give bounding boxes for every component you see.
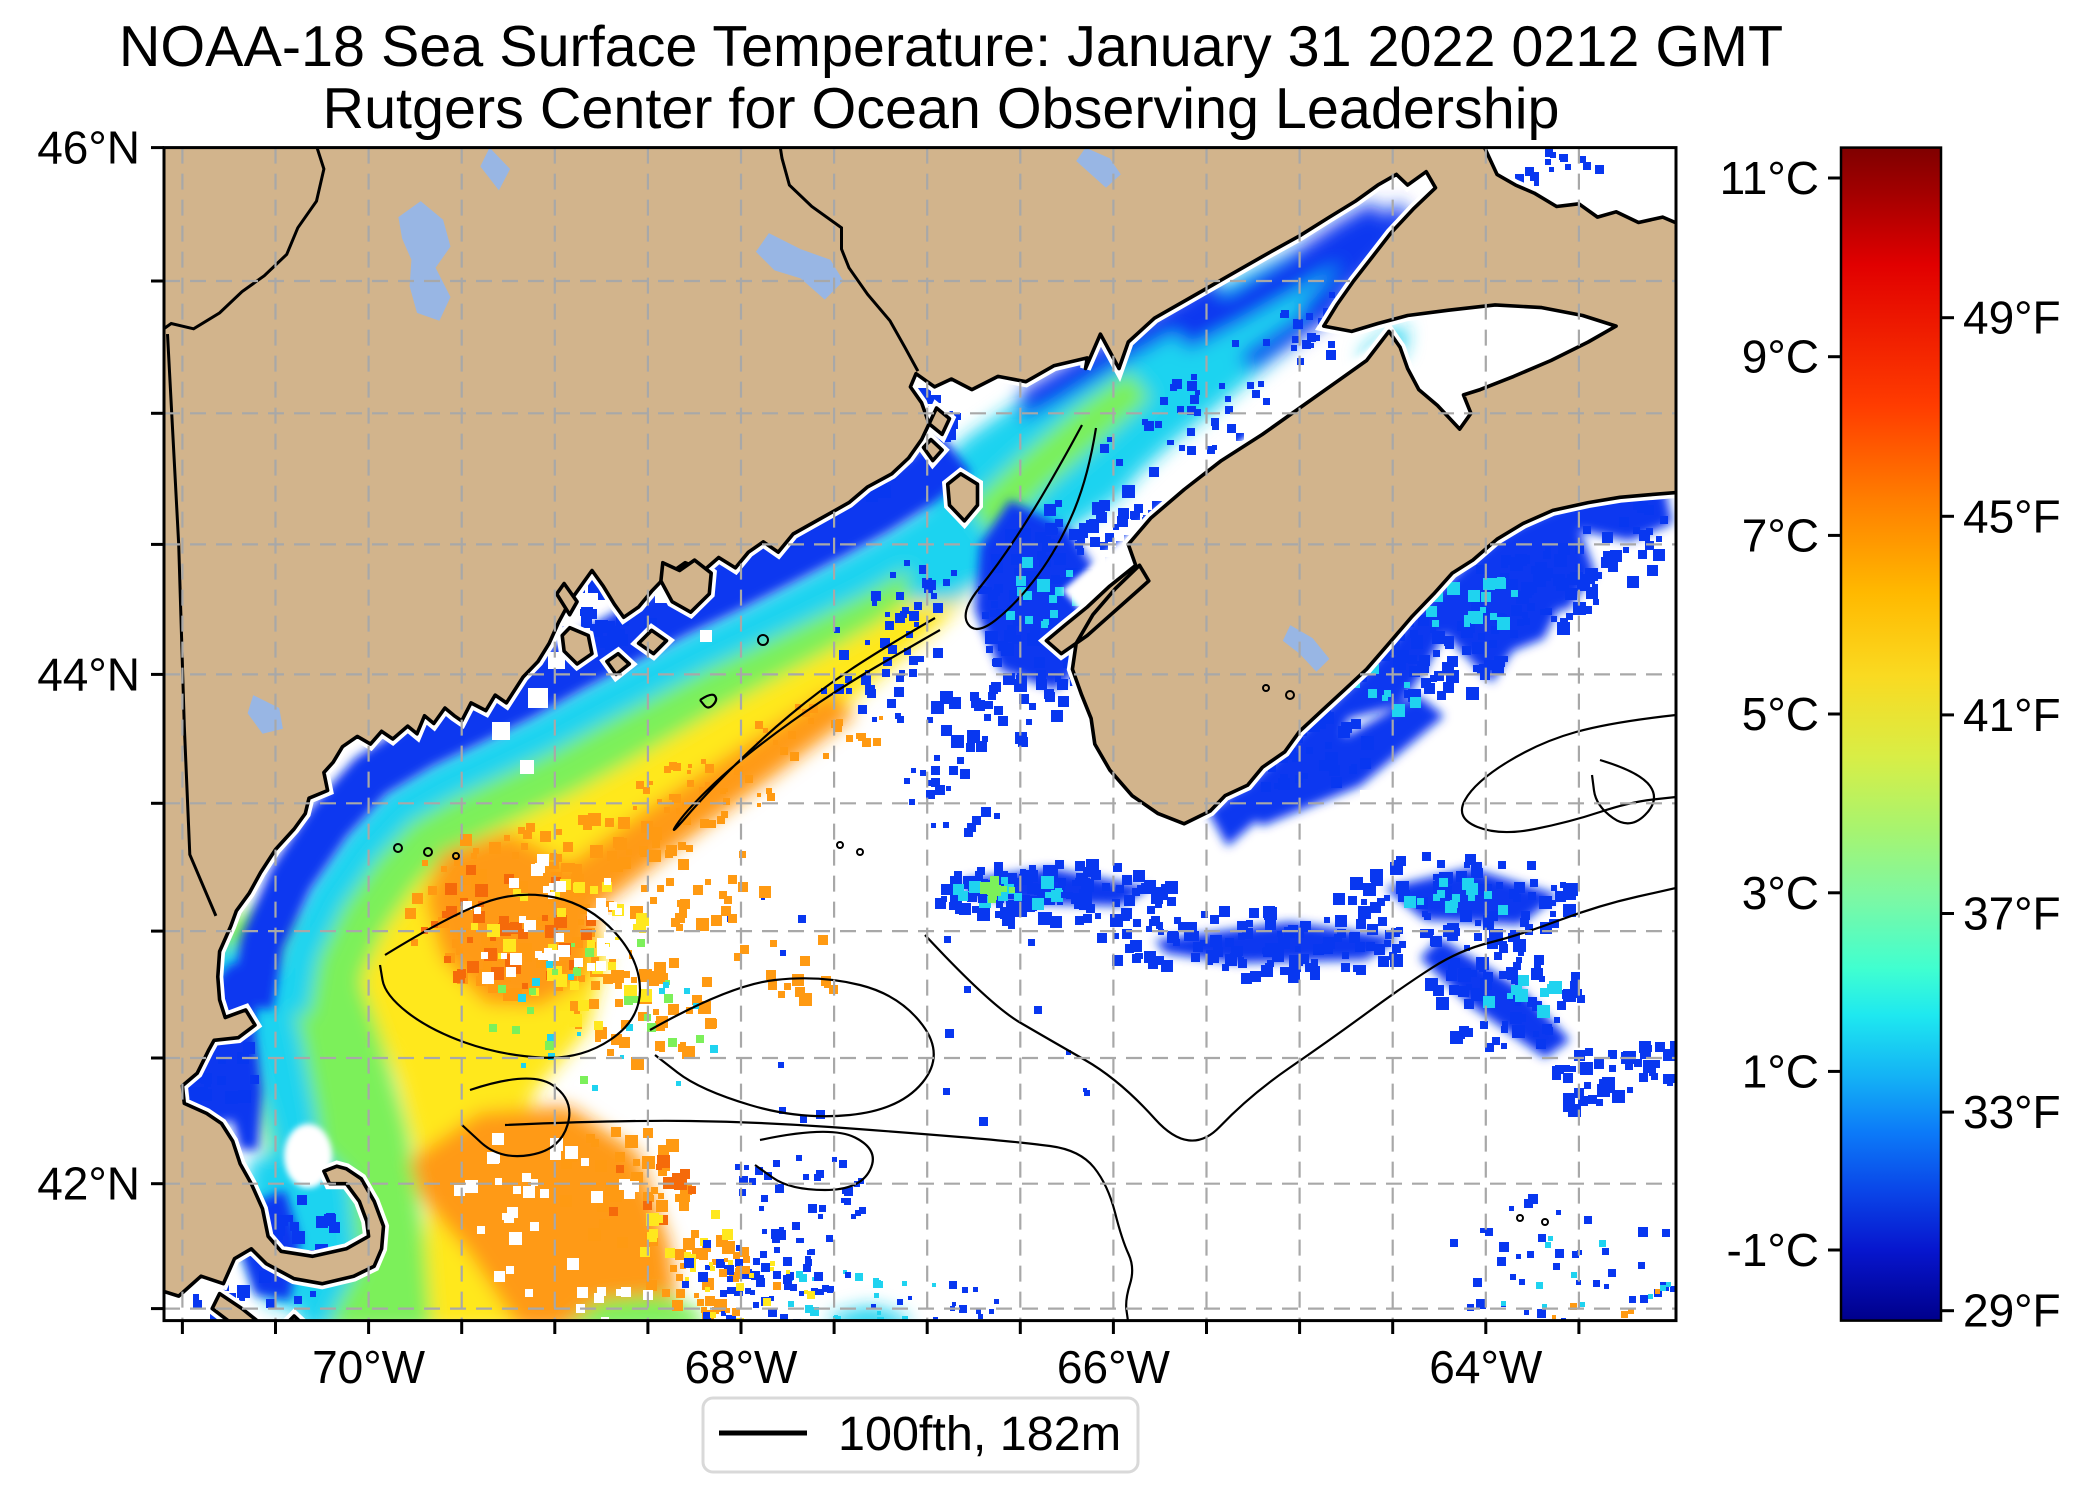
- svg-text:66°W: 66°W: [1057, 1341, 1171, 1393]
- svg-text:11°C: 11°C: [1720, 152, 1819, 204]
- svg-text:1°C: 1°C: [1742, 1045, 1819, 1097]
- svg-text:70°W: 70°W: [312, 1341, 426, 1393]
- svg-text:5°C: 5°C: [1742, 688, 1819, 740]
- svg-text:Rutgers Center for Ocean Obser: Rutgers Center for Ocean Observing Leade…: [323, 77, 1560, 141]
- svg-text:41°F: 41°F: [1963, 689, 2061, 741]
- svg-text:64°W: 64°W: [1429, 1341, 1543, 1393]
- svg-text:3°C: 3°C: [1742, 867, 1819, 919]
- svg-text:NOAA-18 Sea Surface Temperatur: NOAA-18 Sea Surface Temperature: January…: [119, 15, 1783, 79]
- svg-text:44°N: 44°N: [37, 648, 140, 700]
- svg-text:49°F: 49°F: [1963, 292, 2061, 344]
- svg-text:9°C: 9°C: [1742, 331, 1819, 383]
- svg-text:46°N: 46°N: [37, 122, 140, 174]
- svg-text:7°C: 7°C: [1742, 509, 1819, 561]
- svg-text:68°W: 68°W: [685, 1341, 799, 1393]
- svg-text:29°F: 29°F: [1963, 1285, 2061, 1337]
- svg-text:-1°C: -1°C: [1726, 1224, 1819, 1276]
- svg-text:45°F: 45°F: [1963, 490, 2061, 542]
- svg-text:37°F: 37°F: [1963, 888, 2061, 940]
- svg-text:42°N: 42°N: [37, 1158, 140, 1210]
- svg-text:100fth, 182m: 100fth, 182m: [838, 1407, 1121, 1461]
- svg-text:33°F: 33°F: [1963, 1086, 2061, 1138]
